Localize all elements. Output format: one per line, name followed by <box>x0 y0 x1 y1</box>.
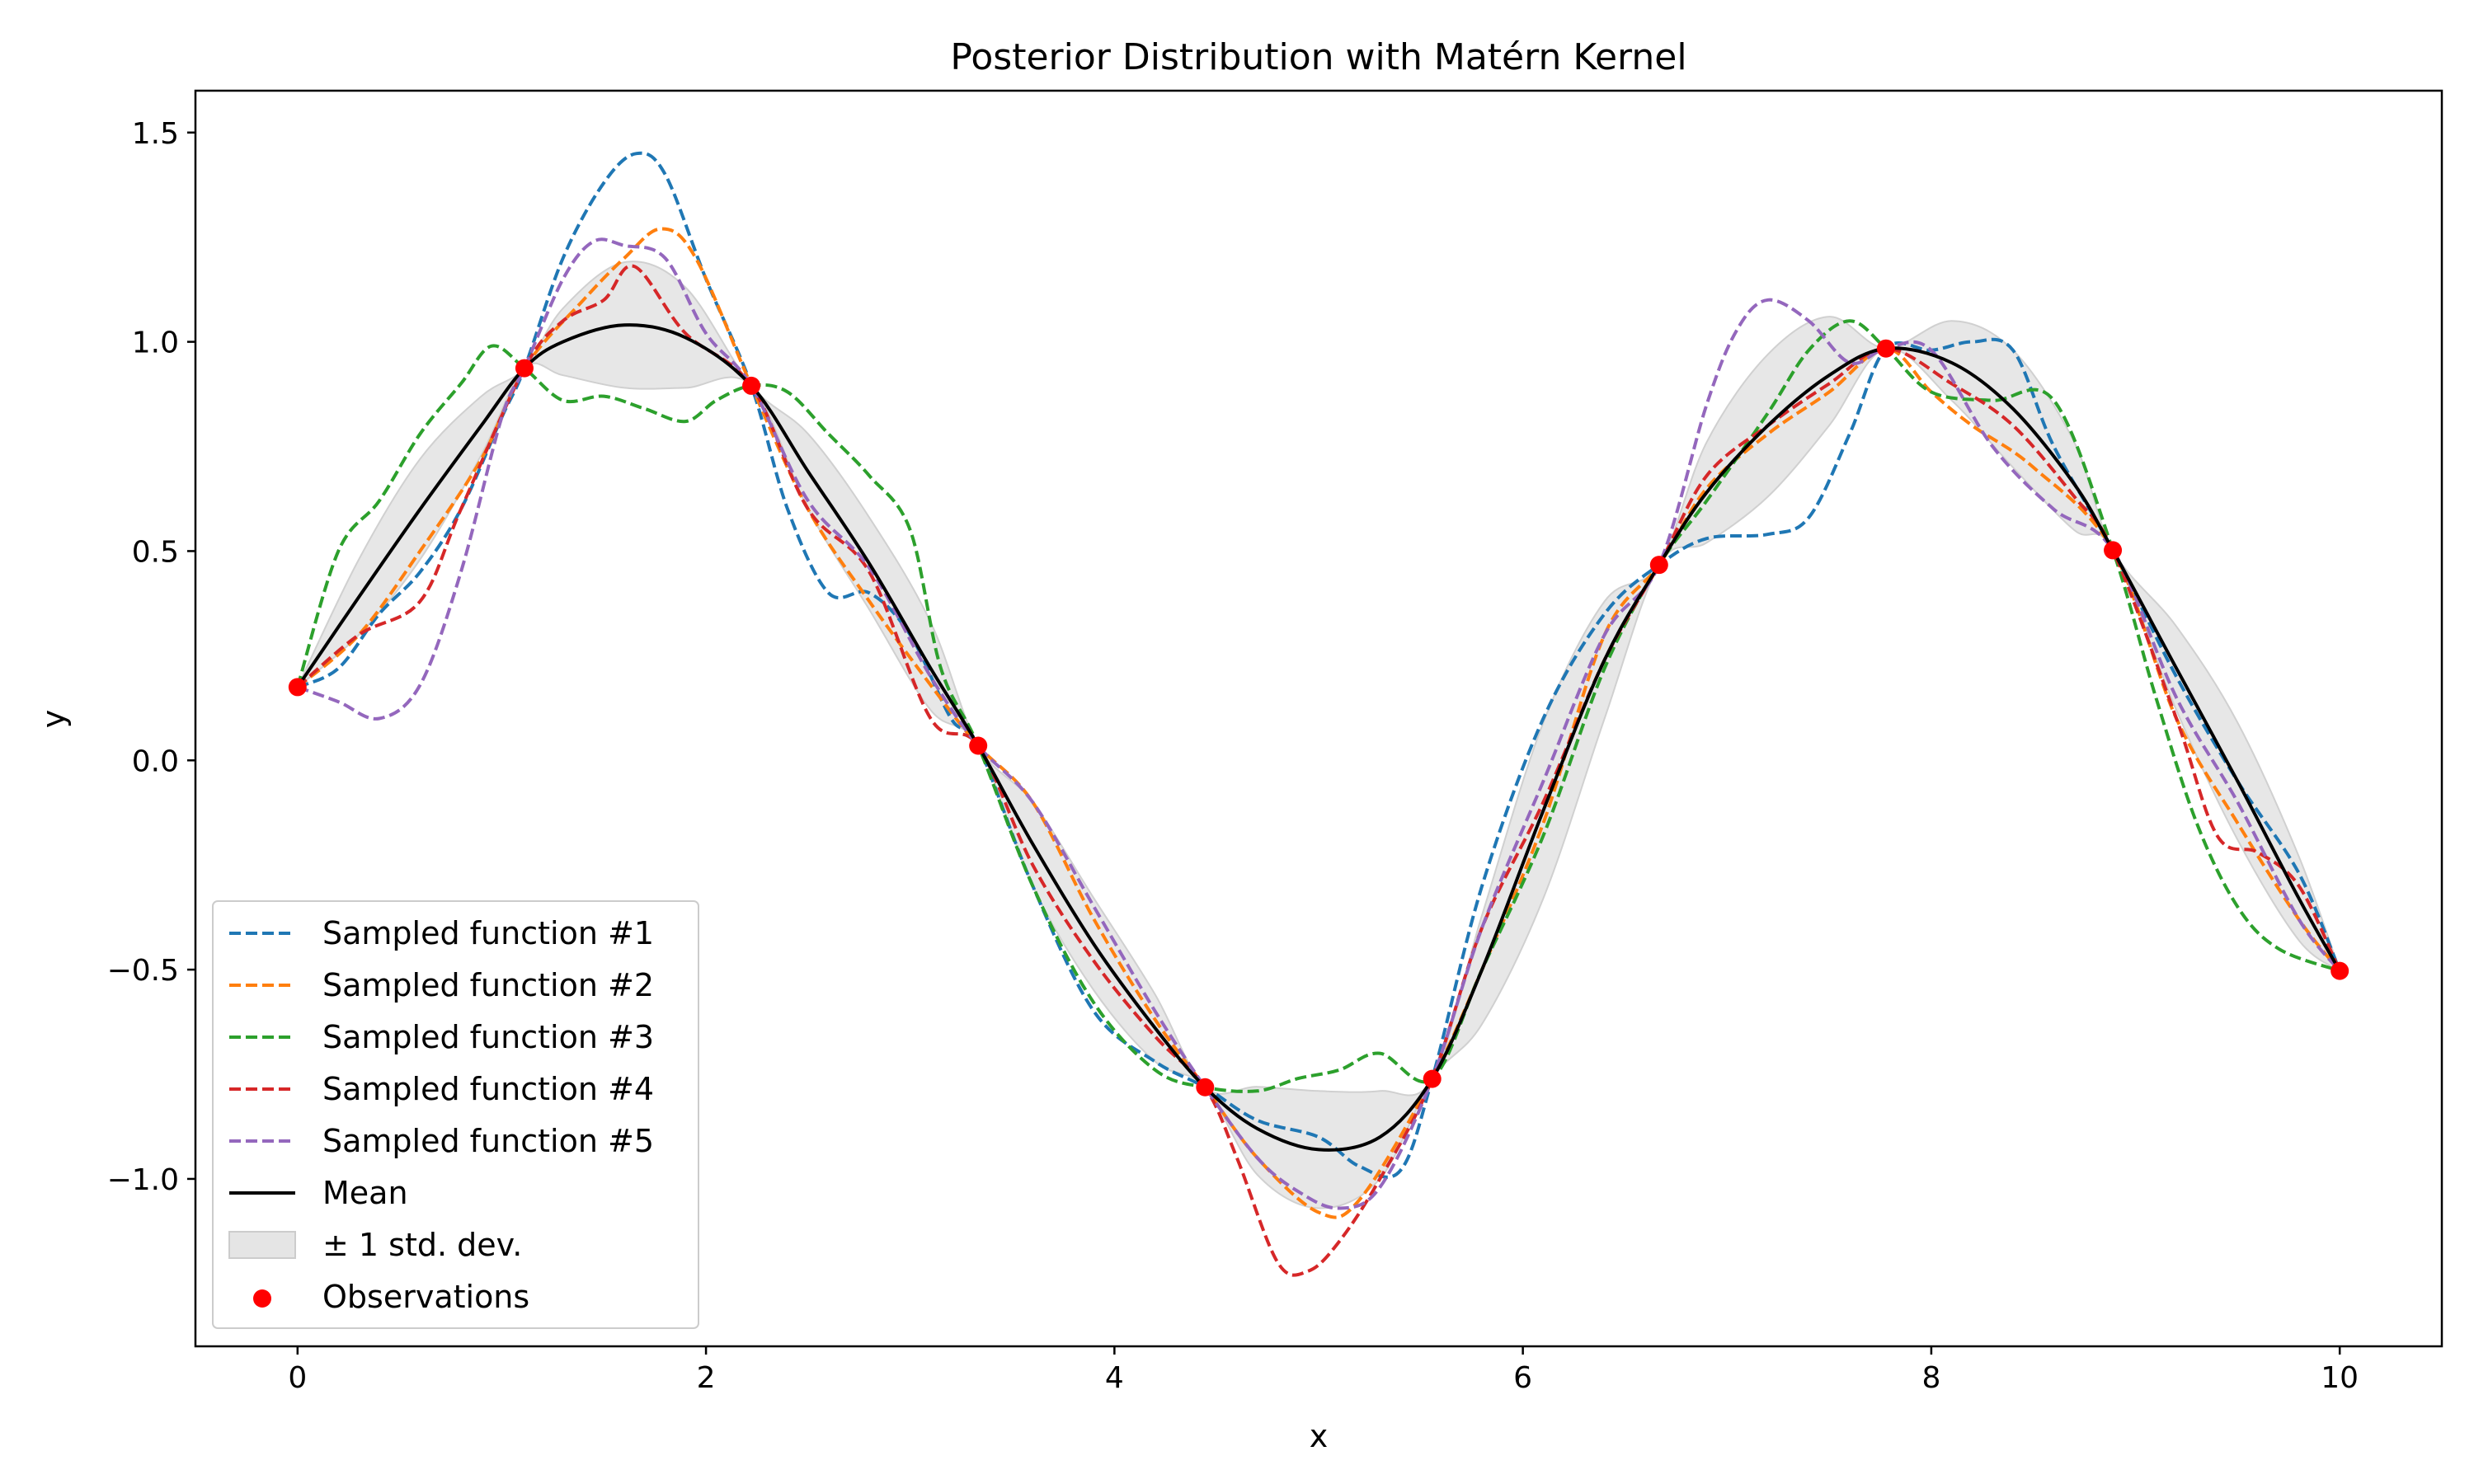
legend-swatch <box>253 1289 271 1308</box>
observation-point <box>1196 1078 1215 1097</box>
legend-label: Sampled function #3 <box>322 1019 654 1055</box>
legend-label: Sampled function #5 <box>322 1123 654 1159</box>
legend-label: Sampled function #1 <box>322 915 654 951</box>
mean-line <box>296 323 2341 1152</box>
y-tick-label: −0.5 <box>107 954 179 988</box>
y-tick-label: 1.0 <box>132 326 179 360</box>
legend-label: Mean <box>322 1175 408 1211</box>
legend: Sampled function #1 Sampled function #2 Sa… <box>212 900 699 1329</box>
legend-label: Sampled function #4 <box>322 1071 654 1107</box>
x-tick-label: 10 <box>2321 1361 2359 1395</box>
y-axis-label: y <box>35 710 72 729</box>
observation-point <box>969 736 988 755</box>
observation-point <box>1876 339 1895 358</box>
legend-label: Observations <box>322 1279 529 1315</box>
series-line-1 <box>296 151 2342 1179</box>
legend-label: ± 1 std. dev. <box>322 1227 522 1263</box>
series-line-2 <box>296 227 2341 1219</box>
y-axis-ticks: 1.5 1.0 0.5 0.0 −0.5 −1.0 <box>107 117 195 1197</box>
x-tick-label: 6 <box>1513 1361 1532 1395</box>
legend-label: Sampled function #2 <box>322 967 654 1003</box>
legend-frame <box>212 900 699 1329</box>
y-tick-label: 0.0 <box>132 744 179 778</box>
series-line-3 <box>295 319 2340 1093</box>
x-axis-ticks: 0 2 4 6 8 10 <box>288 1346 2359 1395</box>
observation-point <box>2331 961 2349 980</box>
series-line-5 <box>297 237 2341 1210</box>
series-lines <box>295 151 2342 1277</box>
observation-point <box>2104 541 2123 560</box>
x-tick-label: 2 <box>697 1361 716 1395</box>
plot-frame <box>194 89 2443 1348</box>
plot-area <box>194 89 2443 1348</box>
y-tick-label: −1.0 <box>107 1163 179 1197</box>
x-axis-label: x <box>1310 1418 1329 1454</box>
y-tick-label: 0.5 <box>132 535 179 569</box>
observation-point <box>742 376 761 395</box>
observation-point <box>1423 1069 1442 1088</box>
observation-point <box>1649 556 1668 575</box>
observations <box>288 339 2349 1097</box>
y-tick-label: 1.5 <box>132 117 179 151</box>
x-tick-label: 8 <box>1921 1361 1940 1395</box>
series-line-4 <box>296 264 2342 1277</box>
observation-point <box>515 359 534 378</box>
legend-swatch <box>228 1231 296 1259</box>
x-tick-label: 0 <box>288 1361 307 1395</box>
observation-point <box>288 678 307 697</box>
chart-title: Posterior Distribution with Matérn Kerne… <box>950 36 1686 78</box>
x-tick-label: 4 <box>1105 1361 1124 1395</box>
